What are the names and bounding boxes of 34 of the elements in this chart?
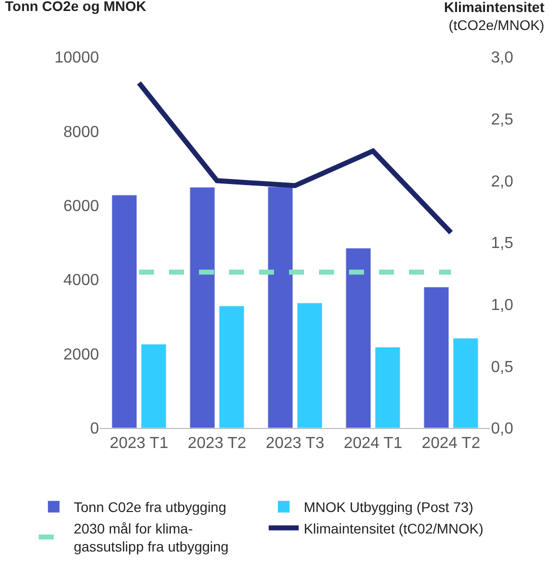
y2-tick-label: 1,0 <box>491 296 514 314</box>
y2-tick-label: 3,0 <box>491 50 514 67</box>
bar <box>452 338 478 428</box>
y2-tick-label: 0,5 <box>491 358 514 376</box>
y-tick-label: 2000 <box>63 346 100 364</box>
y2-tick-label: 0,0 <box>491 420 514 438</box>
bar <box>112 194 138 428</box>
y-tick-label: 10000 <box>54 50 100 67</box>
y-tick-label: 0 <box>90 420 100 438</box>
y2-tick-label: 2,0 <box>491 173 514 190</box>
legend-label: Klimaintensitet (tC02/MNOK) <box>304 520 484 536</box>
x-tick-label: 2023 T1 <box>110 435 168 452</box>
x-tick-label: 2024 T2 <box>422 435 480 452</box>
y-tick-label: 6000 <box>63 198 100 215</box>
bar <box>424 286 450 428</box>
bar <box>218 306 244 428</box>
bar <box>190 186 216 428</box>
bar <box>268 186 294 428</box>
y-axis-title: Tonn CO2e og MNOK <box>5 0 146 14</box>
y-tick-label: 8000 <box>63 124 100 141</box>
x-tick-label: 2023 T3 <box>266 435 324 452</box>
bar <box>346 248 372 428</box>
y-tick-label: 4000 <box>63 272 100 290</box>
legend-label: MNOK Utbygging (Post 73) <box>304 499 474 516</box>
y2-axis-title: Klimaintensitet (tCO2e/MNOK) <box>444 0 545 34</box>
bar <box>140 344 166 428</box>
y2-tick-label: 2,5 <box>491 111 514 128</box>
y2-tick-label: 1,5 <box>491 235 514 252</box>
x-tick-label: 2023 T2 <box>188 435 246 452</box>
legend-label: 2030 mål for klima- gassutslipp fra utbygging <box>74 520 229 555</box>
bar <box>374 346 400 428</box>
legend-label: Tonn C02e fra utbygging <box>74 499 226 516</box>
bar <box>296 302 322 428</box>
x-tick-label: 2024 T1 <box>344 435 402 452</box>
